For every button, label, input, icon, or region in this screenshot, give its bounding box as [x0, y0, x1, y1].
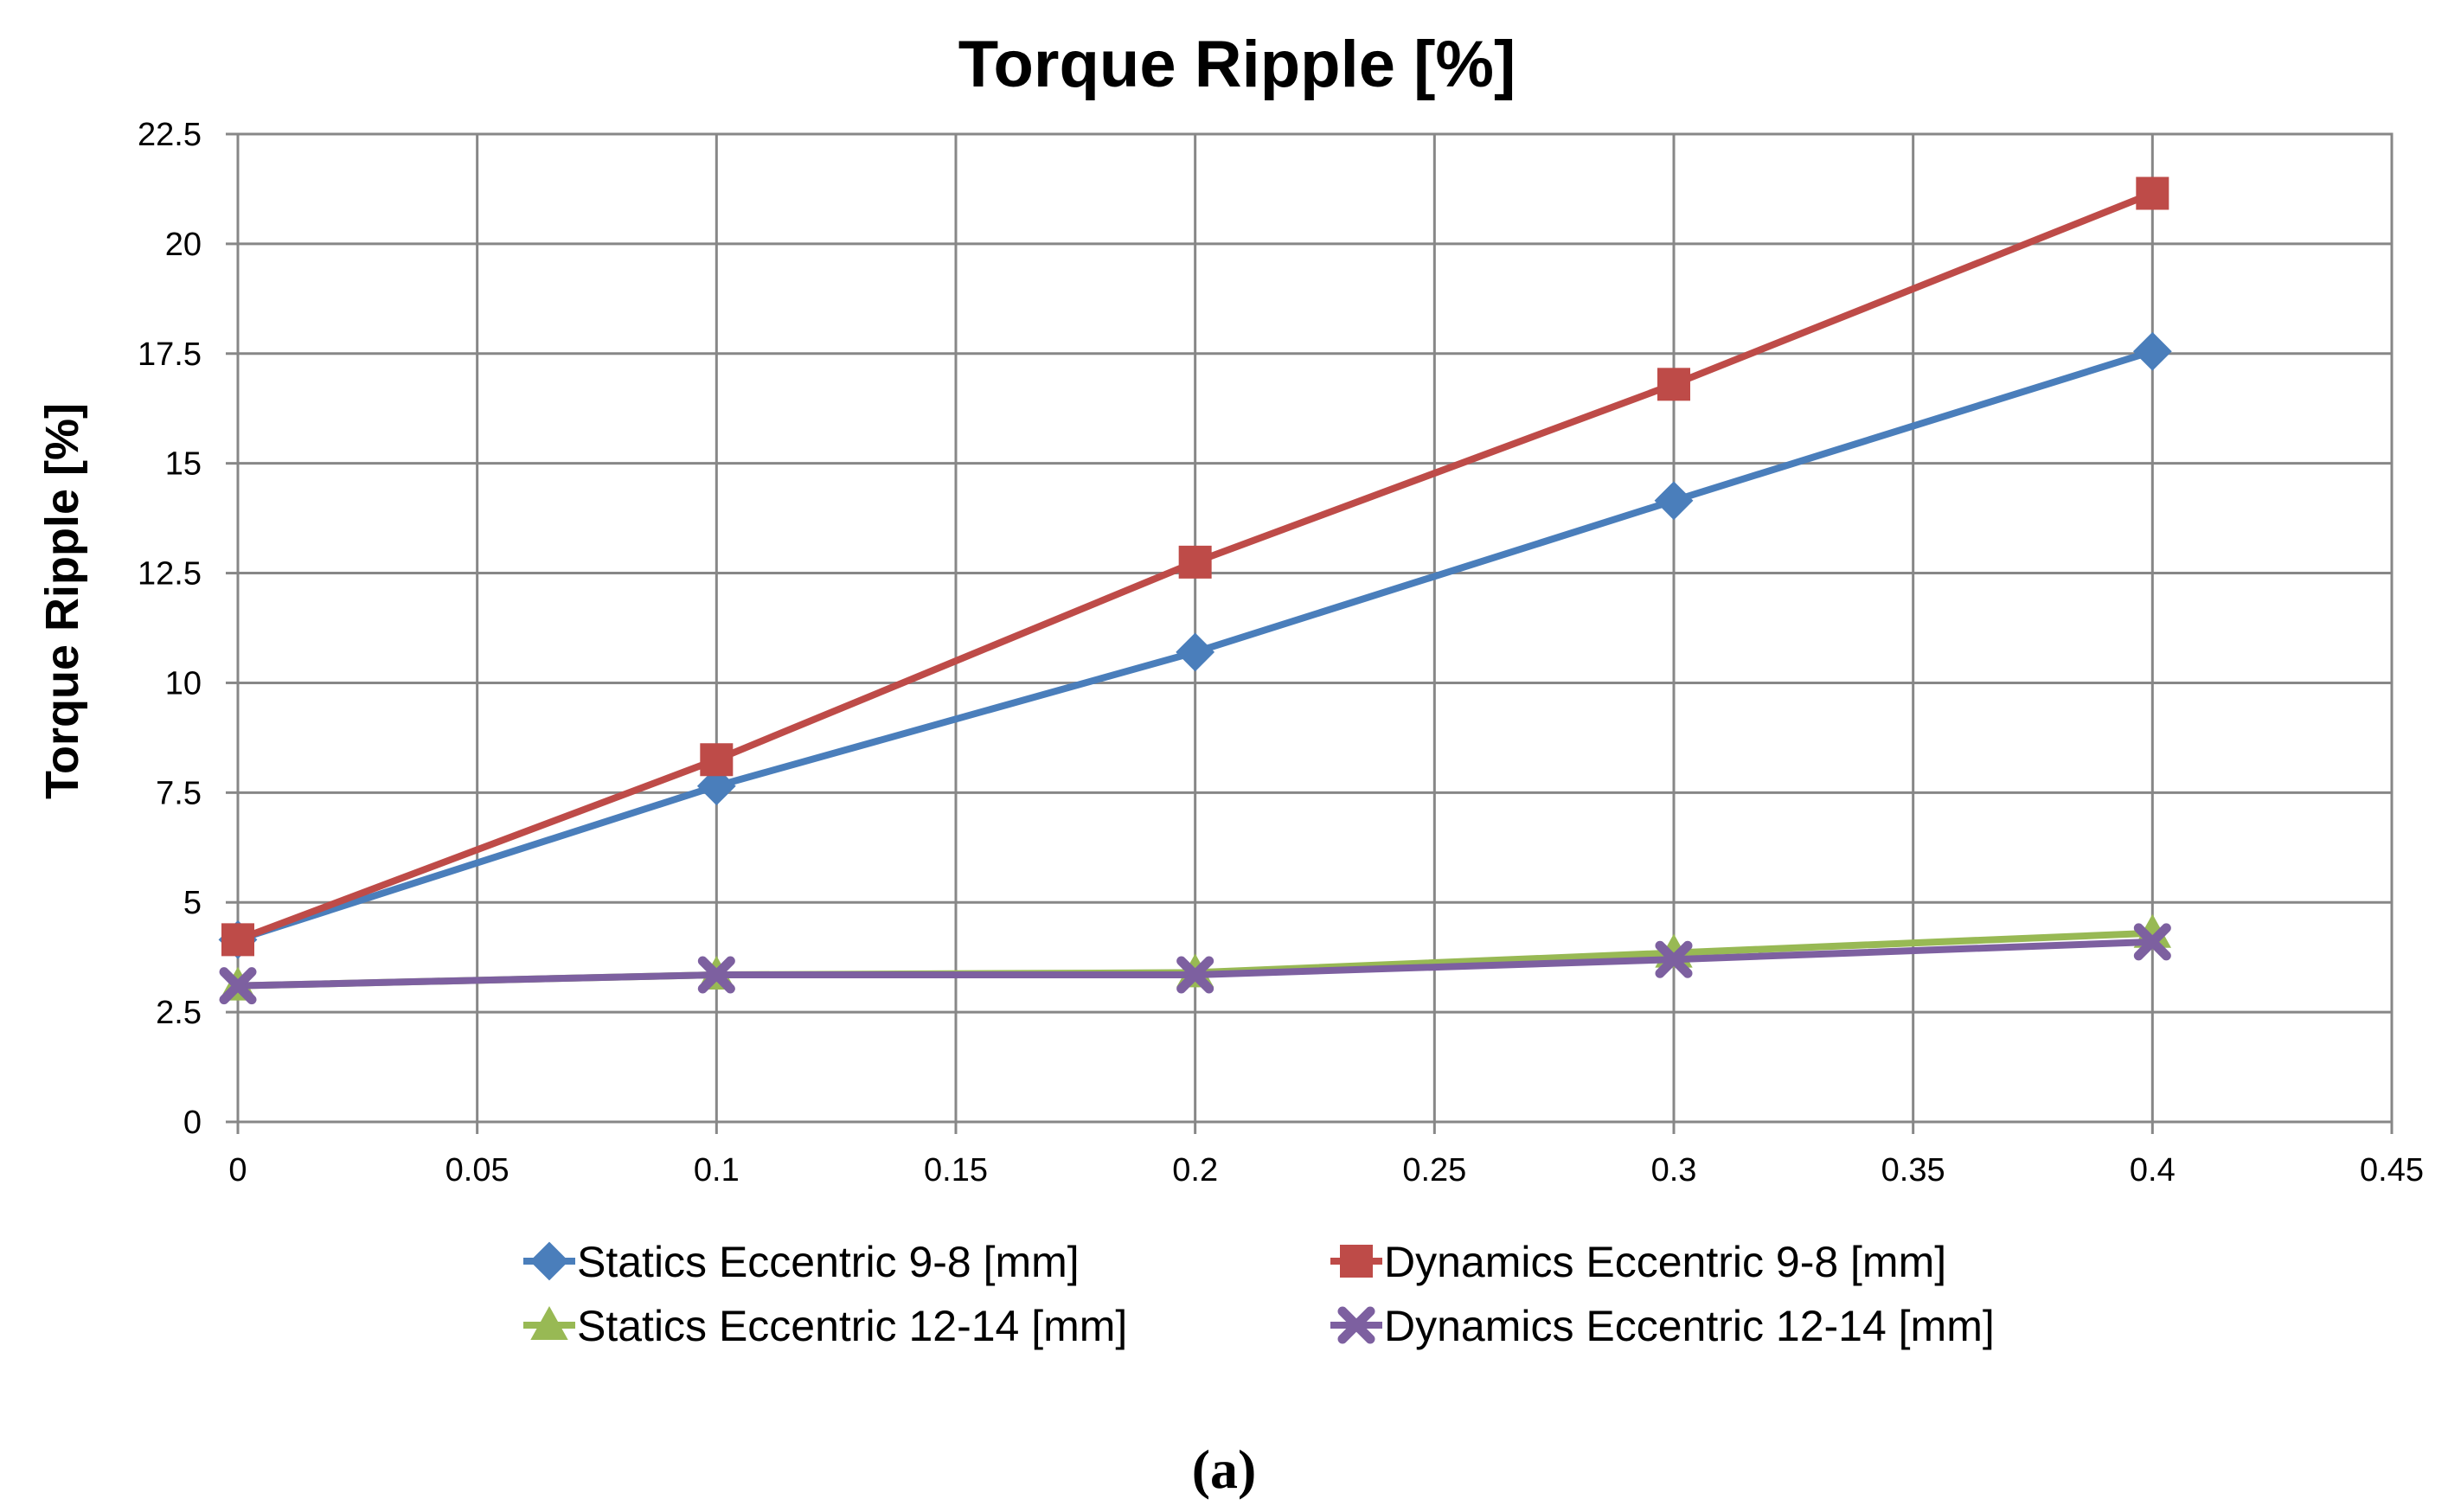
x-tick-label: 0.3: [1651, 1152, 1697, 1188]
data-point: [1176, 956, 1214, 994]
y-tick-label: 20: [165, 227, 202, 263]
y-tick-label: 12.5: [138, 556, 202, 593]
y-tick-label: 2.5: [156, 995, 202, 1031]
legend-item: Statics Eccentric 9-8 [mm]: [523, 1238, 1080, 1286]
x-tick-label: 0.1: [694, 1152, 740, 1188]
data-point: [1176, 632, 1215, 672]
legend-label: Dynamics Eccentric 12-14 [mm]: [1384, 1302, 1995, 1350]
data-point: [697, 956, 735, 994]
legend-label: Statics Eccentric 9-8 [mm]: [577, 1238, 1080, 1286]
data-point: [1654, 481, 1694, 521]
x-tick-label: 0.05: [445, 1152, 509, 1188]
data-point: [700, 743, 734, 777]
plot-area: [236, 132, 2394, 1124]
data-point: [2133, 923, 2171, 961]
axes: 0 0.05 0.1 0.15 0.2 0.25 0.3 0.35 0.4 0.45 0 2.5 5 7.…: [138, 117, 2424, 1188]
data-point: [2132, 331, 2172, 371]
legend-item: Statics Eccentric 12-14 [mm]: [523, 1302, 1127, 1350]
figure-caption: (a): [1192, 1438, 1257, 1500]
x-tick-label: 0.25: [1402, 1152, 1466, 1188]
x-tick-label: 0.15: [924, 1152, 988, 1188]
x-tick-label: 0.4: [2130, 1152, 2176, 1188]
legend: Statics Eccentric 9-8 [mm] Dynamics Eccen…: [523, 1238, 1995, 1350]
y-tick-label: 17.5: [138, 336, 202, 373]
series-layer: [218, 176, 2172, 1005]
y-tick-label: 15: [165, 446, 202, 483]
x-tick-label: 0.2: [1172, 1152, 1218, 1188]
y-axis-label: Torque Ripple [%]: [36, 403, 88, 799]
data-point: [1178, 545, 1212, 579]
legend-label: Dynamics Eccentric 9-8 [mm]: [1384, 1238, 1946, 1286]
legend-label: Statics Eccentric 12-14 [mm]: [577, 1302, 1127, 1350]
series-2: [221, 176, 2169, 957]
legend-marker: [530, 1305, 568, 1340]
y-tick-label: 7.5: [156, 775, 202, 811]
legend-marker: [529, 1241, 569, 1281]
x-tick-label: 0.45: [2360, 1152, 2424, 1188]
data-point: [221, 923, 254, 957]
legend-item: Dynamics Eccentric 9-8 [mm]: [1330, 1238, 1946, 1286]
data-point: [696, 766, 736, 806]
x-tick-label: 0: [228, 1152, 247, 1188]
y-tick-label: 0: [183, 1105, 202, 1141]
legend-marker: [1337, 1306, 1375, 1344]
y-tick-label: 5: [183, 885, 202, 921]
legend-marker: [1340, 1245, 1373, 1278]
data-point: [219, 967, 257, 1005]
y-tick-label: 22.5: [138, 117, 202, 153]
y-tick-label: 10: [165, 665, 202, 702]
legend-item: Dynamics Eccentric 12-14 [mm]: [1330, 1302, 1995, 1350]
data-point: [1657, 368, 1690, 401]
grid: [236, 132, 2394, 1124]
series-4: [219, 923, 2171, 1005]
data-point: [1655, 940, 1693, 978]
data-point: [2136, 176, 2169, 210]
chart-title: Torque Ripple [%]: [958, 28, 1516, 101]
x-tick-label: 0.35: [1881, 1152, 1945, 1188]
